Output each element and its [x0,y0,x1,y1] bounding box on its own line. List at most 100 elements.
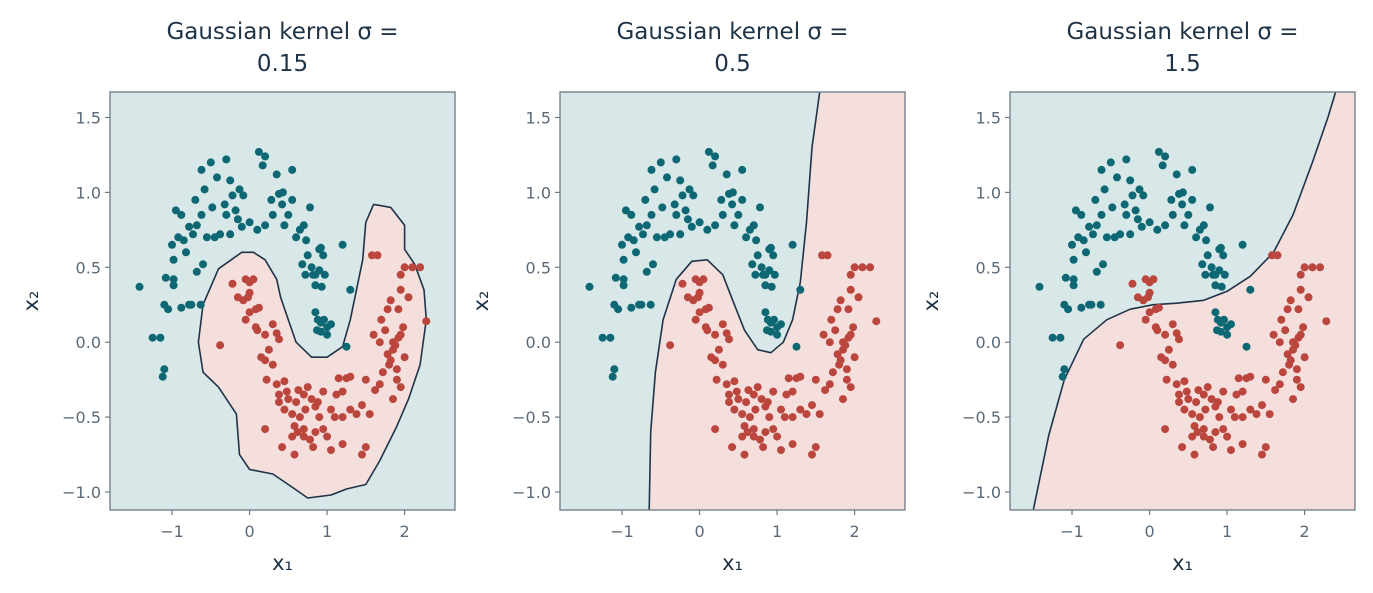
point-class-a [254,147,263,156]
point-class-a [1145,218,1154,227]
point-class-a [1207,263,1216,272]
point-class-a [1216,243,1225,252]
point-class-b [872,317,881,326]
point-class-b [1238,387,1247,396]
point-class-b [299,432,308,441]
point-class-b [725,390,733,399]
y-tick-label: 0.5 [76,258,101,277]
point-class-a [788,240,797,249]
point-class-a [611,273,620,282]
point-class-b [249,275,258,284]
point-class-a [652,233,661,242]
point-class-b [1168,320,1177,329]
point-class-b [1154,303,1163,312]
point-class-a [658,203,667,212]
point-class-b [825,380,834,389]
point-class-b [808,450,816,459]
point-class-a [311,308,320,317]
point-class-b [745,413,754,422]
point-class-b [1162,375,1171,384]
point-class-a [1135,185,1144,194]
point-class-a [1215,266,1224,275]
point-class-a [678,191,687,200]
point-class-a [156,333,165,342]
point-class-a [135,282,144,291]
point-class-b [1175,390,1183,399]
point-class-a [206,158,215,167]
point-class-a [769,251,778,260]
y-tick-label: 1.0 [526,183,551,202]
point-class-b [361,375,370,384]
point-class-a [299,221,308,230]
point-class-b [833,305,842,314]
point-class-b [1175,398,1183,407]
point-class-b [327,446,335,455]
point-class-a [1092,221,1101,230]
point-class-b [1304,293,1313,302]
point-class-a [767,282,776,291]
point-class-b [749,425,758,434]
point-class-b [282,387,291,396]
point-class-a [608,372,617,381]
y-tick-label: 1.5 [526,108,551,127]
point-class-b [315,413,324,422]
point-class-b [725,398,733,407]
point-class-b [396,383,405,392]
y-tick-label: 1.0 [976,183,1001,202]
point-class-b [818,251,826,260]
point-class-a [703,225,712,234]
point-class-a [220,200,229,209]
x-tick-label: 0 [1144,522,1154,541]
point-class-b [378,368,387,377]
point-class-b [1190,450,1199,459]
point-class-a [1213,326,1221,335]
point-class-a [1069,275,1078,284]
point-class-b [275,398,283,407]
point-class-a [1139,191,1148,200]
point-class-a [1137,222,1146,231]
point-class-b [375,380,384,389]
point-class-a [171,206,180,215]
point-class-a [222,210,231,219]
point-class-a [792,342,801,351]
x-tick-label: −1 [1060,522,1084,541]
panel-1: −1 0 1 2 −1.0 −0.5 0.0 0.5 1.0 1.5 x₁ x₂ Gaussian ke… [19,19,456,575]
point-class-b [295,413,304,422]
y-tick-label: −0.5 [62,408,101,427]
point-class-a [1242,342,1251,351]
point-class-b [1268,251,1276,260]
axes-frame [559,91,906,511]
y-axis-label: x₂ [469,291,493,312]
point-class-a [748,260,757,269]
point-class-a [1246,285,1255,294]
point-class-a [213,173,221,182]
point-class-a [1077,210,1086,219]
point-class-b [1116,341,1125,350]
point-class-b [1232,390,1241,399]
point-class-b [294,386,303,395]
point-class-a [237,222,246,231]
point-class-b [1209,443,1218,452]
y-tick-label: −0.5 [512,408,551,427]
point-class-a [222,155,231,164]
point-class-a [632,248,640,257]
point-class-a [1069,255,1078,264]
point-class-a [687,222,696,231]
point-class-b [303,383,312,392]
point-class-b [854,293,863,302]
point-class-a [179,236,188,245]
point-class-a [704,147,713,156]
point-class-b [365,410,374,419]
point-class-b [306,435,314,444]
point-class-b [788,387,797,396]
point-class-a [1188,165,1197,174]
point-class-b [299,425,308,434]
point-class-b [1188,432,1197,441]
point-class-a [1099,260,1107,269]
point-class-b [796,405,805,414]
point-class-b [753,383,762,392]
point-class-b [1281,326,1290,335]
point-class-a [681,206,690,215]
point-class-a [313,326,321,335]
point-class-b [338,440,347,449]
